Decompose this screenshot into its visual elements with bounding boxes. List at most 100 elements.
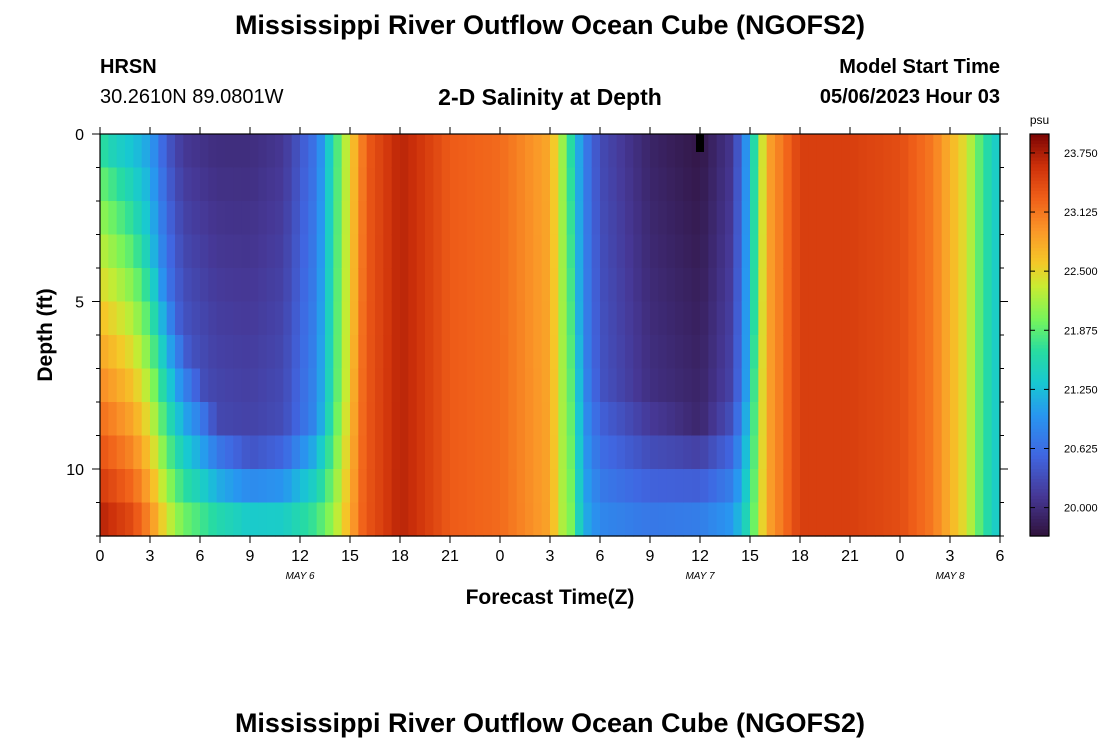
colorbar-swatch [1030, 525, 1049, 530]
heatmap-cell [258, 301, 268, 336]
colorbar-swatch [1030, 499, 1049, 504]
heatmap-cell [925, 402, 934, 437]
x-tick-label: 0 [96, 548, 105, 565]
heatmap-cell [866, 268, 876, 303]
heatmap-cell [308, 402, 318, 437]
heatmap-cell [650, 368, 659, 403]
heatmap-cell [908, 201, 918, 236]
heatmap-cell [483, 268, 493, 303]
heatmap-cell [483, 368, 493, 403]
colorbar-swatch [1030, 529, 1049, 534]
heatmap-cell [300, 335, 309, 370]
heatmap-cell [683, 335, 693, 370]
heatmap-cell [433, 301, 443, 336]
heatmap-cell [775, 234, 784, 269]
heatmap-cell [641, 167, 651, 202]
heatmap-cell [425, 234, 434, 269]
heatmap-cell [300, 301, 309, 336]
heatmap-cell [575, 301, 584, 336]
heatmap-cell [950, 368, 959, 403]
heatmap-cell [308, 201, 318, 236]
heatmap-cell [866, 435, 876, 470]
heatmap-cell [433, 201, 443, 236]
x-tick-label: 9 [646, 548, 655, 565]
heatmap-cell [433, 234, 443, 269]
heatmap-cell [175, 268, 184, 303]
colorbar-swatch [1030, 405, 1049, 410]
colorbar-swatch [1030, 345, 1049, 349]
heatmap-cell [875, 335, 884, 370]
heatmap-cell [300, 368, 309, 403]
heatmap-cell [708, 134, 718, 169]
heatmap-cell [400, 335, 409, 370]
heatmap-cell [991, 368, 1001, 403]
heatmap-cell [458, 368, 468, 403]
colorbar-swatch [1030, 432, 1049, 437]
heatmap-cell [166, 301, 176, 336]
heatmap-cell [391, 469, 401, 504]
heatmap-cell [100, 435, 109, 470]
heatmap-cell [383, 301, 393, 336]
heatmap-cell [133, 201, 143, 236]
heatmap-cell [700, 502, 709, 537]
heatmap-cell [191, 201, 201, 236]
heatmap-cell [533, 268, 543, 303]
heatmap-cell [175, 469, 184, 504]
heatmap-cell [491, 134, 501, 169]
heatmap-cell [616, 301, 626, 336]
heatmap-cell [633, 201, 643, 236]
heatmap-cell [158, 435, 168, 470]
heatmap-cell [908, 134, 918, 169]
heatmap-cell [216, 134, 226, 169]
heatmap-cell [141, 134, 151, 169]
heatmap-cell [125, 469, 134, 504]
heatmap-cell [683, 201, 693, 236]
heatmap-cell [825, 268, 834, 303]
heatmap-cell [541, 469, 551, 504]
heatmap-cell [508, 201, 518, 236]
heatmap-cell [875, 134, 884, 169]
colorbar-swatch [1030, 318, 1049, 323]
heatmap-cell [466, 335, 476, 370]
heatmap-cell [350, 167, 359, 202]
heatmap-cell [750, 234, 759, 269]
heatmap-cell [216, 368, 226, 403]
heatmap-cell [766, 502, 776, 537]
heatmap-cell [491, 335, 501, 370]
heatmap-cell [616, 234, 626, 269]
heatmap-cell [975, 268, 984, 303]
heatmap-cell [658, 301, 668, 336]
colorbar-swatch [1030, 495, 1049, 500]
heatmap-cell [975, 502, 984, 537]
heatmap-cell [116, 134, 126, 169]
heatmap-cell [750, 368, 759, 403]
colorbar-swatch [1030, 244, 1049, 249]
colorbar-tick-label: 23.750 [1064, 148, 1098, 160]
heatmap-cell [308, 502, 318, 537]
heatmap-cell [775, 134, 784, 169]
heatmap-cell [191, 167, 201, 202]
heatmap-cell [983, 134, 993, 169]
heatmap-cell [266, 368, 276, 403]
colorbar-swatch [1030, 241, 1049, 246]
heatmap-cell [366, 167, 376, 202]
heatmap-cell [516, 368, 526, 403]
heatmap-cell [675, 268, 684, 303]
heatmap-cell [558, 268, 568, 303]
heatmap-cell [425, 134, 434, 169]
colorbar-swatch [1030, 515, 1049, 520]
heatmap-cell [433, 469, 443, 504]
heatmap-cell [975, 301, 984, 336]
heatmap-cell [508, 234, 518, 269]
heatmap-cell [258, 435, 268, 470]
heatmap-cell [575, 134, 584, 169]
colorbar-swatch [1030, 358, 1049, 363]
heatmap-cell [575, 502, 584, 537]
heatmap-cell [450, 268, 459, 303]
heatmap-cell [700, 469, 709, 504]
heatmap-cell [525, 368, 534, 403]
heatmap-cell [333, 234, 343, 269]
heatmap-cell [658, 368, 668, 403]
heatmap-cell [116, 469, 126, 504]
heatmap-cell [141, 201, 151, 236]
